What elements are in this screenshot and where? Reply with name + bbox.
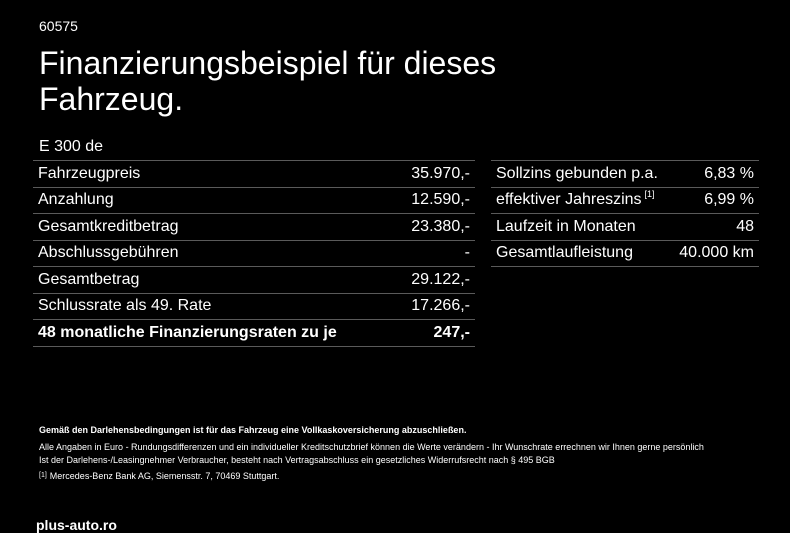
footnote: [1] Mercedes-Benz Bank AG, Siemensstr. 7,…: [39, 470, 759, 483]
row-value: 6,83 %: [704, 165, 754, 183]
row-value: 29.122,-: [411, 271, 470, 289]
footnote-ref: [1]: [645, 189, 655, 199]
table-row: Laufzeit in Monaten 48: [491, 214, 759, 241]
row-label: Gesamtkreditbetrag: [38, 218, 179, 236]
row-label: Schlussrate als 49. Rate: [38, 297, 211, 315]
row-label: Gesamtlaufleistung: [496, 244, 633, 262]
monthly-rate-row: 48 monatliche Finanzierungsraten zu je 2…: [33, 320, 475, 347]
footnote-mark: [1]: [39, 472, 47, 479]
page-title: Finanzierungsbeispiel für dieses Fahrzeu…: [39, 45, 599, 117]
legal-notes: Gemäß den Darlehensbedingungen ist für d…: [39, 424, 759, 483]
row-label: Sollzins gebunden p.a.: [496, 165, 658, 183]
row-label: Abschlussgebühren: [38, 244, 179, 262]
row-value: 35.970,-: [411, 165, 470, 183]
row-value: 40.000 km: [679, 244, 754, 262]
row-label: Gesamtbetrag: [38, 271, 139, 289]
row-label: effektiver Jahreszins [1]: [496, 191, 655, 209]
row-value: -: [465, 244, 470, 262]
row-label: Anzahlung: [38, 191, 114, 209]
interest-table: Sollzins gebunden p.a. 6,83 % effektiver…: [491, 160, 759, 267]
footnote-text: Mercedes-Benz Bank AG, Siemensstr. 7, 70…: [50, 471, 280, 481]
brand-watermark: plus-auto.ro: [36, 517, 117, 533]
table-row: Anzahlung 12.590,-: [33, 188, 475, 215]
insurance-note: Gemäß den Darlehensbedingungen ist für d…: [39, 424, 759, 437]
disclaimer-line: Alle Angaben in Euro - Rundungsdifferenz…: [39, 441, 759, 454]
table-row: Schlussrate als 49. Rate 17.266,-: [33, 294, 475, 321]
disclaimer-line: Ist der Darlehens-/Leasingnehmer Verbrau…: [39, 454, 759, 467]
table-row: effektiver Jahreszins [1] 6,99 %: [491, 188, 759, 215]
row-value: 6,99 %: [704, 191, 754, 209]
table-row: Fahrzeugpreis 35.970,-: [33, 161, 475, 188]
row-value: 48: [736, 218, 754, 236]
table-row: Sollzins gebunden p.a. 6,83 %: [491, 161, 759, 188]
table-row: Abschlussgebühren -: [33, 241, 475, 268]
row-value: 23.380,-: [411, 218, 470, 236]
row-value: 247,-: [434, 324, 470, 342]
row-label-text: effektiver Jahreszins: [496, 191, 642, 208]
row-label: 48 monatliche Finanzierungsraten zu je: [38, 324, 337, 342]
row-label: Fahrzeugpreis: [38, 165, 140, 183]
table-row: Gesamtlaufleistung 40.000 km: [491, 241, 759, 268]
vehicle-code: 60575: [39, 18, 78, 34]
row-value: 12.590,-: [411, 191, 470, 209]
table-row: Gesamtbetrag 29.122,-: [33, 267, 475, 294]
table-row: Gesamtkreditbetrag 23.380,-: [33, 214, 475, 241]
model-name: E 300 de: [39, 138, 103, 156]
row-label: Laufzeit in Monaten: [496, 218, 636, 236]
row-value: 17.266,-: [411, 297, 470, 315]
financing-table: Fahrzeugpreis 35.970,- Anzahlung 12.590,…: [33, 160, 475, 347]
